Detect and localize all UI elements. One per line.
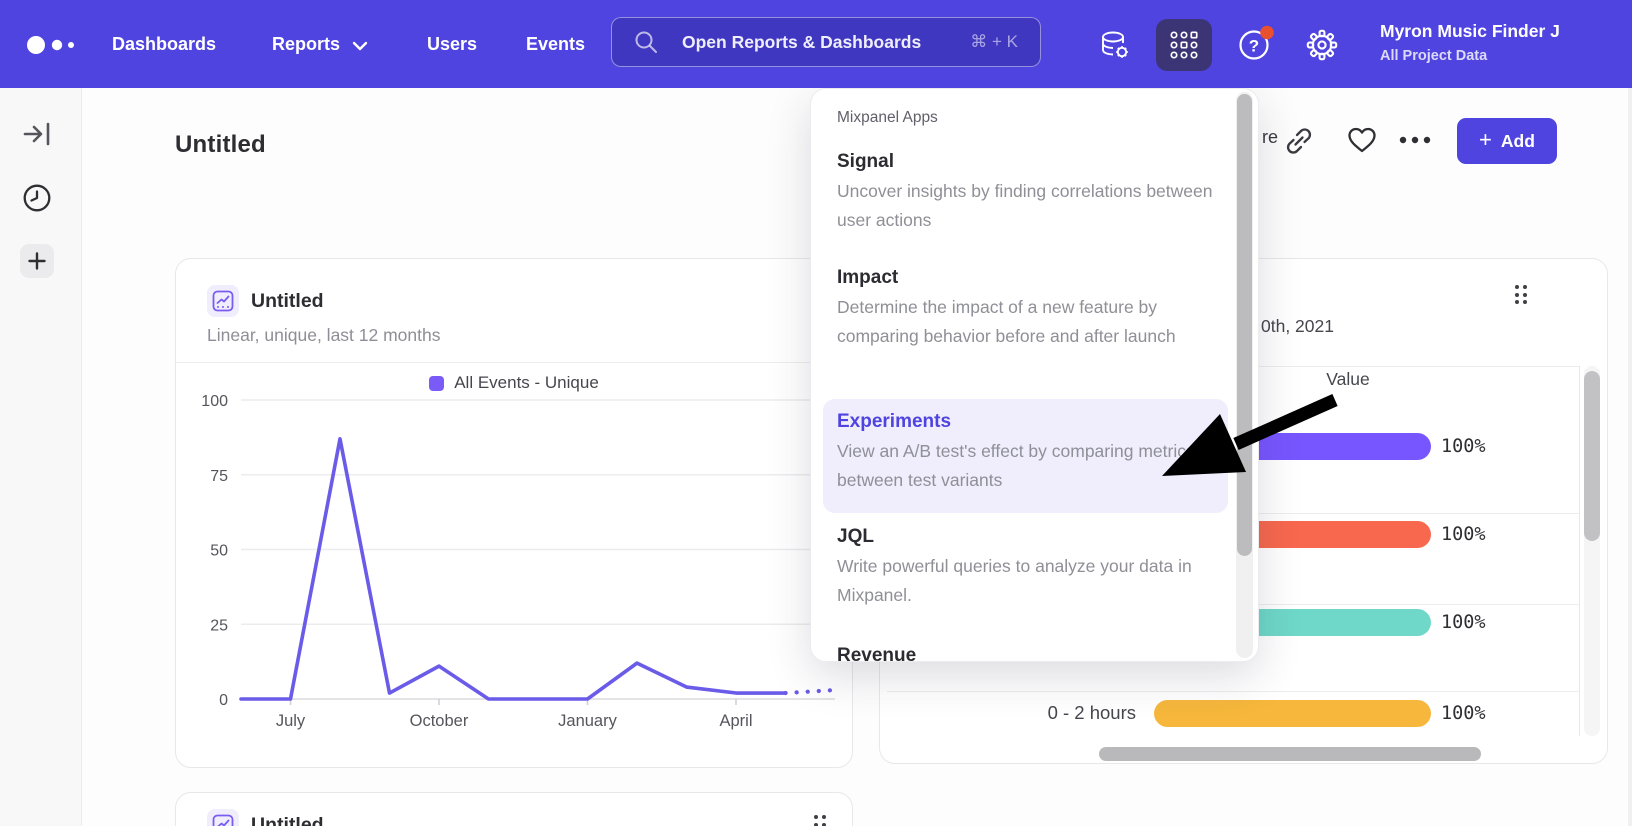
global-search-input[interactable]: Open Reports & Dashboards ⌘ + K [611,17,1041,67]
row-value: 100% [1441,612,1486,633]
notification-dot [1260,25,1274,40]
apps-grid-icon [1170,31,1198,59]
insights-chart-icon [207,809,239,826]
help-icon[interactable]: ? [1236,24,1278,66]
legend-label: All Events - Unique [454,373,599,392]
menu-item-highlight [823,399,1228,513]
page-scrollbar-track[interactable] [1628,88,1632,826]
row-value: 100% [1441,703,1486,724]
svg-text:April: April [719,712,752,730]
menu-item-jql[interactable]: JQL [837,526,874,547]
second-chart-card-clipped: Untitled [175,792,853,826]
menu-item-experiments-desc: View an A/B test's effect by comparing m… [837,441,1195,490]
insights-chart-icon [207,285,239,317]
top-nav: Dashboards Reports Users Events Open Rep… [0,0,1632,88]
favorite-heart-icon[interactable] [1346,125,1378,155]
vertical-scrollbar[interactable] [1584,371,1600,541]
search-placeholder: Open Reports & Dashboards [682,31,922,52]
apps-grid-button[interactable] [1156,19,1212,71]
svg-text:July: July [276,712,306,730]
divider [176,362,852,363]
more-options-icon[interactable] [1398,135,1432,145]
card-title[interactable]: Untitled [251,814,324,826]
copy-link-icon[interactable] [1284,126,1314,156]
add-button[interactable]: + Add [1457,118,1557,164]
drag-handle-icon[interactable] [1515,285,1527,304]
row-divider [887,691,1579,692]
nav-item-dashboards[interactable]: Dashboards [112,34,217,54]
drag-handle-icon[interactable] [814,815,826,826]
add-button-label: Add [1500,130,1535,151]
add-board-button[interactable] [20,244,54,278]
horizontal-scrollbar[interactable] [1099,747,1481,761]
menu-item-revenue-clipped[interactable]: Revenue [837,645,917,662]
search-icon [635,31,657,53]
menu-item-signal-desc: Uncover insights by finding correlations… [837,181,1213,230]
menu-item-impact[interactable]: Impact [837,267,899,288]
card-subtitle: Linear, unique, last 12 months [207,325,441,345]
menu-item-signal[interactable]: Signal [837,151,895,172]
mixpanel-logo-icon[interactable] [24,32,80,58]
menu-item-jql-desc: Write powerful queries to analyze your d… [837,556,1192,605]
search-shortcut: ⌘ + K [970,32,1018,51]
svg-text:50: 50 [210,543,228,560]
nav-item-reports[interactable]: Reports [272,34,341,54]
left-sidebar [0,88,82,826]
user-project: All Project Data [1380,48,1488,64]
row-value: 100% [1441,524,1486,545]
menu-item-experiments[interactable]: Experiments [837,411,952,432]
svg-text:0: 0 [219,692,228,709]
legend-swatch [429,375,445,391]
recent-clock-icon[interactable] [22,183,52,213]
row-label: 0 - 2 hours [1047,702,1136,723]
line-chart-plot[interactable]: 0 25 50 75 100 July October January April [176,371,854,767]
apps-menu-header: Mixpanel Apps [837,109,938,126]
settings-gear-icon[interactable] [1305,28,1339,62]
mixpanel-apps-dropdown: Mixpanel Apps Signal Uncover insights by… [810,88,1259,662]
value-column-header: Value [1326,369,1370,389]
date-range-clipped: 0th, 2021 [1261,316,1334,336]
table-edge [1579,366,1580,736]
chevron-down-icon [352,41,368,51]
svg-text:October: October [410,712,469,730]
page-title: Untitled [175,131,266,158]
menu-item-impact-desc: Determine the impact of a new feature by… [837,297,1176,346]
expand-sidebar-icon[interactable] [23,121,53,147]
svg-text:?: ? [1249,37,1259,56]
svg-text:25: 25 [210,617,228,634]
plus-icon [28,252,46,270]
card-title[interactable]: Untitled [251,290,324,312]
dropdown-scrollbar[interactable] [1237,94,1252,556]
nav-item-users[interactable]: Users [427,34,478,54]
line-chart-card: Untitled Linear, unique, last 12 months … [175,258,853,768]
share-button-clipped[interactable]: re [1262,127,1279,147]
nav-item-events[interactable]: Events [526,34,586,54]
svg-text:January: January [558,712,617,730]
svg-text:100: 100 [201,393,228,410]
value-bar[interactable] [1154,700,1431,727]
plus-icon: + [1479,127,1492,152]
data-management-icon[interactable] [1098,29,1132,63]
svg-text:75: 75 [210,468,228,485]
row-value: 100% [1441,436,1486,457]
user-name[interactable]: Myron Music Finder J [1380,21,1560,41]
chart-legend[interactable]: All Events - Unique [176,373,852,393]
